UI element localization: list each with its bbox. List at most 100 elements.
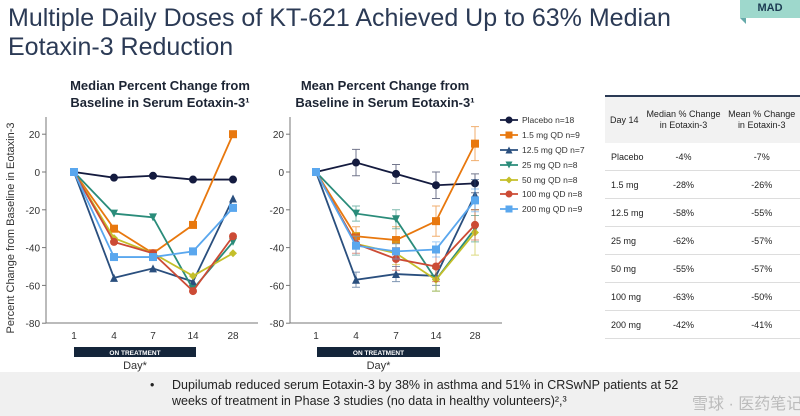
data-point <box>229 130 237 139</box>
data-point <box>110 273 118 282</box>
footnote-bullet: • Dupilumab reduced serum Eotaxin-3 by 3… <box>150 377 707 409</box>
y-tick-label: -80 <box>26 319 41 330</box>
data-point <box>352 209 360 218</box>
data-point <box>189 277 197 286</box>
table-row: 50 mg -55% -57% <box>605 254 800 283</box>
series-200-mg-qd-n-9 <box>70 168 237 262</box>
series-1-5-mg-qd-n-9 <box>312 126 479 254</box>
data-point <box>189 287 197 296</box>
data-point <box>432 181 440 190</box>
table-row: 100 mg -63% -50% <box>605 282 800 311</box>
data-point <box>432 245 440 254</box>
table-cell: -50% <box>723 282 800 311</box>
legend-label: 100 mg QD n=8 <box>522 189 583 200</box>
data-point <box>505 131 513 139</box>
data-point <box>392 270 400 279</box>
data-point <box>189 247 197 256</box>
legend-item: 12.5 mg QD n=7 <box>500 143 585 158</box>
mad-badge: MAD <box>740 0 800 24</box>
x-tick-label: 7 <box>150 331 156 342</box>
data-point <box>149 253 157 262</box>
data-point <box>229 194 237 203</box>
data-point <box>312 168 320 176</box>
treatment-bar <box>317 347 440 357</box>
data-point <box>505 161 513 169</box>
table-cell: 25 mg <box>605 226 644 255</box>
table-cell: -57% <box>723 226 800 255</box>
footer-band <box>0 372 800 416</box>
data-point <box>352 158 360 167</box>
data-point <box>432 217 440 226</box>
table-row: 200 mg -42% -41% <box>605 310 800 339</box>
x-tick-label: 4 <box>111 331 117 342</box>
y-tick-label: 0 <box>34 168 40 179</box>
legend-item: 50 mg QD n=8 <box>500 172 585 187</box>
y-tick-label: -20 <box>26 206 41 217</box>
data-point <box>110 253 118 262</box>
table-cell: -28% <box>643 170 724 199</box>
table-cell: -4% <box>643 143 724 171</box>
data-point <box>149 264 157 273</box>
legend-item: 1.5 mg QD n=9 <box>500 128 585 143</box>
legend-label: 1.5 mg QD n=9 <box>522 130 580 141</box>
y-tick-label: -20 <box>270 206 285 217</box>
data-point <box>505 146 513 154</box>
y-tick-label: -60 <box>270 281 285 292</box>
table-cell: 50 mg <box>605 254 644 283</box>
legend-label: 50 mg QD n=8 <box>522 174 578 185</box>
table-cell: -26% <box>723 170 800 199</box>
table-header: Day 14 <box>605 96 644 143</box>
table-cell: -63% <box>643 282 724 311</box>
treatment-bar <box>74 347 196 357</box>
data-point <box>471 139 479 148</box>
table-cell: 1.5 mg <box>605 170 644 199</box>
table-cell: -58% <box>643 198 724 227</box>
data-point <box>352 241 360 250</box>
legend-label: 200 mg QD n=9 <box>522 204 583 215</box>
data-point <box>189 271 197 280</box>
data-point <box>70 168 78 176</box>
data-point <box>189 220 197 229</box>
data-point <box>110 173 118 182</box>
median-chart-title: Median Percent Change from Baseline in S… <box>70 78 250 110</box>
data-point <box>505 116 513 124</box>
legend-marker <box>500 146 518 154</box>
data-point <box>392 236 400 245</box>
data-point <box>110 237 118 246</box>
table-cell: 12.5 mg <box>605 198 644 227</box>
table-header: Mean % Change in Eotaxin-3 <box>723 96 800 143</box>
table-cell: 200 mg <box>605 310 644 339</box>
table-row: 12.5 mg -58% -55% <box>605 198 800 227</box>
x-axis-label: Day* <box>123 360 148 372</box>
y-tick-label: 20 <box>29 130 41 141</box>
data-point <box>432 262 440 271</box>
legend: Placebo n=18 1.5 mg QD n=9 12.5 mg QD n=7 2… <box>500 113 585 217</box>
legend-marker <box>500 176 518 184</box>
legend-marker <box>500 205 518 213</box>
x-tick-label: 28 <box>227 331 239 342</box>
x-tick-label: 4 <box>353 331 359 342</box>
y-tick-label: -40 <box>26 244 41 255</box>
data-point <box>229 203 237 212</box>
table-row: Placebo -4% -7% <box>605 143 800 171</box>
y-tick-label: 0 <box>278 168 284 179</box>
table-cell: -62% <box>643 226 724 255</box>
data-point <box>505 205 513 213</box>
legend-label: 25 mg QD n=8 <box>522 159 578 170</box>
data-point <box>471 196 479 205</box>
x-tick-label: 1 <box>71 331 77 342</box>
data-point <box>110 209 118 218</box>
table-cell: -41% <box>723 310 800 339</box>
legend-item: 200 mg QD n=9 <box>500 202 585 217</box>
series-200-mg-qd-n-9 <box>312 168 479 260</box>
table-row: 1.5 mg -28% -26% <box>605 170 800 199</box>
x-tick-label: 14 <box>187 331 199 342</box>
x-tick-label: 28 <box>469 331 481 342</box>
table-cell: -55% <box>643 254 724 283</box>
table-cell: Placebo <box>605 143 644 171</box>
x-tick-label: 1 <box>313 331 319 342</box>
x-axis-label: Day* <box>367 360 392 372</box>
legend-marker <box>500 161 518 169</box>
legend-item: 100 mg QD n=8 <box>500 187 585 202</box>
